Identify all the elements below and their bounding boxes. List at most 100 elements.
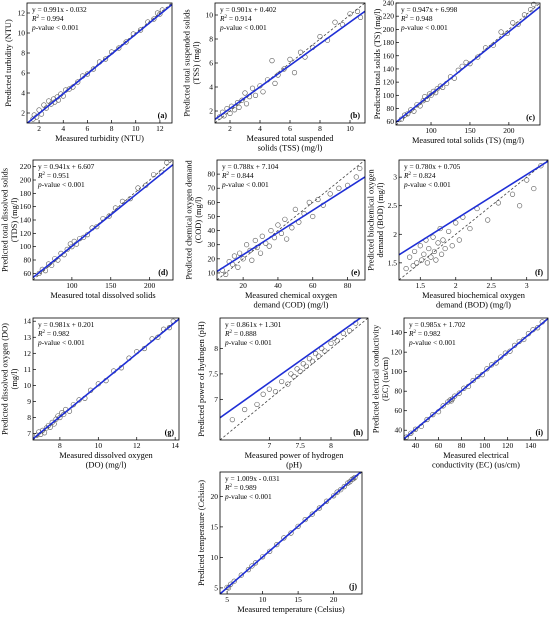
y-tick-label: 8 xyxy=(214,344,218,353)
x-axis-label: demand (BOD) (mg/l) xyxy=(436,301,511,310)
data-point xyxy=(306,199,312,205)
data-point xyxy=(249,257,255,263)
data-point xyxy=(463,59,469,65)
data-point xyxy=(300,361,306,367)
y-axis-label: Predicted chemical oxygen demand xyxy=(185,160,194,280)
data-point xyxy=(41,102,47,108)
data-point xyxy=(102,56,109,62)
r-squared-exponent: 2 xyxy=(37,15,40,20)
r-squared: R2 = 0.824 xyxy=(403,171,436,180)
y-tick-label: 40 xyxy=(208,226,216,235)
y-tick-label: 20 xyxy=(208,254,216,263)
y-tick-label: 240 xyxy=(383,0,395,8)
data-point xyxy=(484,366,490,372)
data-point xyxy=(67,241,73,247)
y-tick-label: 120 xyxy=(391,348,403,357)
data-point xyxy=(452,393,458,399)
y-tick-label: 100 xyxy=(391,367,403,376)
data-point xyxy=(61,411,67,417)
p-value-number: < 0.001 xyxy=(249,338,272,347)
y-tick-label: 5 xyxy=(214,583,218,592)
data-point xyxy=(309,358,316,364)
regression-line xyxy=(215,10,365,121)
panel-d: 100 150 200 60 80 100 120 140 160 180 200 220 Measur… xyxy=(1,159,174,300)
r-squared-number: 0.989 xyxy=(240,483,257,492)
y-tick-label: 10 xyxy=(206,11,214,20)
x-tick-label: 4 xyxy=(61,124,65,133)
data-point xyxy=(266,243,272,249)
x-tick-label: 7 xyxy=(267,441,271,450)
x-tick-label: 100 xyxy=(425,126,437,135)
data-point xyxy=(327,191,333,197)
data-point xyxy=(403,265,409,272)
x-tick-label: 12 xyxy=(133,441,141,450)
x-tick-label: 8 xyxy=(329,441,333,450)
data-point xyxy=(401,112,408,118)
x-axis-label: conductivity (EC) (us/cm) xyxy=(432,461,520,470)
panel-label: (h) xyxy=(353,428,363,437)
r-squared: R2 = 0.888 xyxy=(224,329,257,338)
data-point xyxy=(252,92,259,98)
y-tick-label: 14 xyxy=(24,317,32,326)
x-tick-label: 6 xyxy=(86,124,90,133)
p-value-symbol: p xyxy=(219,23,224,32)
y-tick-label: 9 xyxy=(27,397,31,406)
p-value-number: < 0.001 xyxy=(62,180,85,189)
data-point xyxy=(243,101,250,107)
p-value-number: < 0.001 xyxy=(62,338,85,347)
panel-b: 2 4 6 8 10 2 4 6 8 10 Measured total suspendedsoli… xyxy=(183,2,366,153)
data-point xyxy=(236,104,242,110)
data-point xyxy=(461,385,467,391)
data-point xyxy=(515,21,521,27)
data-point xyxy=(90,66,97,72)
data-point xyxy=(252,237,258,244)
r-squared-number: 0.914 xyxy=(235,14,252,23)
x-tick-label: 100 xyxy=(66,281,78,290)
data-point xyxy=(440,237,446,243)
data-point xyxy=(116,45,122,51)
y-tick-label: 30 xyxy=(208,240,216,249)
y-tick-label: 160 xyxy=(20,202,32,211)
regression-equation: y = 0.985x + 1.702 xyxy=(409,320,466,329)
x-axis-label: Measured total dissolved solids xyxy=(50,291,155,300)
data-point xyxy=(106,213,112,219)
y-tick-label: 60 xyxy=(395,406,403,415)
x-tick-label: 8 xyxy=(318,124,322,133)
x-tick-label: 20 xyxy=(239,281,247,290)
r-squared-value: = xyxy=(416,329,424,338)
data-point xyxy=(46,98,52,104)
p-value-symbol: p xyxy=(400,23,405,32)
regression-equation: y = 0.780x + 0.705 xyxy=(404,162,461,171)
r-squared: R2 = 0.948 xyxy=(400,14,433,23)
p-value: p-value < 0.001 xyxy=(224,492,272,501)
data-point xyxy=(485,217,491,223)
y-tick-label: 8 xyxy=(21,49,25,58)
y-tick-label: 13 xyxy=(24,333,32,342)
data-point xyxy=(235,264,241,270)
plot-frame xyxy=(216,159,366,281)
data-point xyxy=(470,377,476,384)
r-squared-symbol: R xyxy=(408,329,414,338)
data-point xyxy=(249,85,256,91)
data-point xyxy=(127,196,133,202)
x-tick-label: 120 xyxy=(502,441,514,450)
data-point xyxy=(288,530,294,536)
data-point xyxy=(449,243,455,249)
regression-line xyxy=(33,164,173,279)
x-tick-label: 10 xyxy=(95,441,103,450)
y-tick-label: 100 xyxy=(20,242,32,251)
y-tick-label: 120 xyxy=(20,229,32,238)
p-value-number: < 0.001 xyxy=(425,23,448,32)
data-point xyxy=(150,172,157,178)
data-point xyxy=(137,27,144,33)
x-tick-label: 2 xyxy=(228,124,232,133)
data-point xyxy=(269,57,275,64)
plot-frame xyxy=(26,2,173,124)
x-tick-label: 2 xyxy=(454,281,458,290)
y-tick-label: 12 xyxy=(18,9,26,18)
p-value: p-value < 0.001 xyxy=(221,180,269,189)
r-squared-exponent: 2 xyxy=(230,484,233,489)
p-value: p-value < 0.001 xyxy=(408,338,456,347)
data-point xyxy=(275,222,281,228)
